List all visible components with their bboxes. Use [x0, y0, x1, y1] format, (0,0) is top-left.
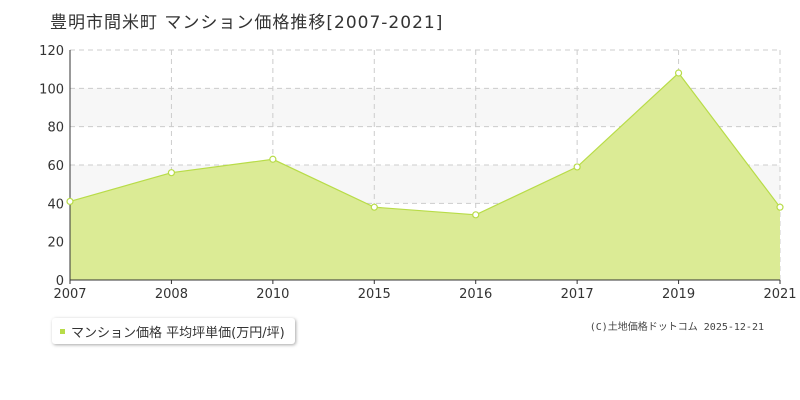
legend: マンション価格 平均坪単価(万円/坪) [52, 318, 295, 344]
x-tick-label: 2017 [561, 287, 594, 302]
axes [69, 50, 781, 284]
data-points [66, 69, 784, 219]
legend-label: マンション価格 平均坪単価(万円/坪) [71, 325, 285, 341]
x-tick-labels: 2007 2008 2010 2015 2016 2017 2019 2021 [53, 287, 796, 302]
data-point [472, 211, 480, 219]
x-tick-label: 2021 [763, 287, 796, 302]
y-tick-label: 80 [47, 121, 64, 136]
data-point [573, 163, 581, 171]
area-layer [69, 72, 781, 280]
data-point [269, 155, 277, 163]
data-point [66, 197, 74, 206]
source-credit: (C)土地価格ドットコム 2025-12-21 [589, 322, 764, 333]
x-tick-label: 2010 [256, 287, 289, 302]
chart-title: 豊明市間米町 マンション価格推移[2007-2021] [50, 13, 444, 33]
y-tick-labels: 0 20 40 60 80 100 120 [39, 44, 64, 289]
x-tick-label: 2015 [358, 287, 391, 302]
x-tick-label: 2019 [662, 287, 695, 302]
y-tick-label: 120 [39, 44, 64, 59]
x-tick-label: 2008 [155, 287, 188, 302]
data-point [776, 203, 784, 211]
y-tick-label: 20 [47, 236, 64, 251]
series-area [70, 73, 780, 280]
y-tick-label: 100 [39, 82, 64, 97]
series-line [69, 72, 781, 216]
data-point [370, 203, 378, 211]
x-tick-label: 2007 [53, 287, 86, 302]
y-tick-label: 60 [47, 159, 64, 174]
x-tick-label: 2016 [459, 287, 492, 302]
y-tick-label: 0 [56, 274, 64, 289]
y-tick-label: 40 [47, 197, 64, 212]
data-point [674, 69, 683, 77]
legend-swatch [60, 328, 65, 334]
data-point [167, 169, 176, 177]
